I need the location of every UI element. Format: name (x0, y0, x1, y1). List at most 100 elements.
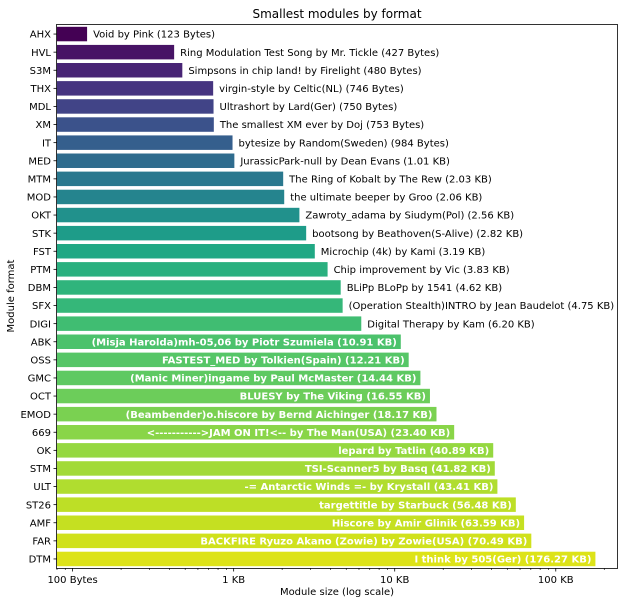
y-tick-label: ULT (33, 482, 52, 493)
data-label: Simpsons in chip land! by Firelight (480… (188, 66, 421, 77)
data-label: Void by Pink (123 Bytes) (93, 30, 215, 41)
bars-group: Void by Pink (123 Bytes) Ring Modulation … (57, 26, 615, 567)
data-label: the ultimate beeper by Groo (2.06 KB) (290, 193, 482, 204)
y-tick-label: MOD (27, 193, 51, 204)
y-tick-label: STM (30, 464, 51, 475)
bar (57, 135, 233, 150)
y-tick-label: HVL (31, 48, 51, 59)
y-tick-label: DTM (29, 555, 51, 566)
y-tick-label: OKT (31, 211, 52, 222)
data-label: <----------->JAM ON IT!<-- by The Man(US… (147, 428, 450, 439)
bar (57, 117, 214, 132)
data-label: TSI-Scanner5 by Basq (41.82 KB) (305, 464, 491, 475)
data-label: Zawroty_adama by Siudym(Pol) (2.56 KB) (305, 211, 514, 222)
data-label: FASTEST_MED by Tolkien(Spain) (12.21 KB) (162, 355, 405, 366)
y-tick-label: IT (42, 138, 52, 149)
bar (57, 334, 401, 349)
bar (57, 171, 284, 187)
y-tick-label: AMF (30, 518, 51, 529)
y-axis-label: Module format (6, 259, 17, 332)
data-label: BACKFIRE Ryuzo Akano (Zowie) by Zowie(US… (200, 536, 527, 547)
x-axis: 100 Bytes 1 KB 10 KB 100 KB (47, 568, 605, 586)
bar (57, 225, 307, 241)
data-label: Hiscore by Amir Glinik (63.59 KB) (332, 518, 520, 529)
data-label: Ultrashort by Lard(Ger) (750 Bytes) (220, 102, 398, 113)
y-tick-label: MTM (28, 174, 51, 185)
y-tick-label: S3M (30, 66, 51, 77)
bar (57, 207, 300, 223)
bar (57, 280, 341, 295)
y-tick-label: DBM (28, 283, 51, 294)
y-tick-label: FAR (32, 536, 51, 547)
bar (57, 388, 430, 404)
bar (57, 99, 214, 114)
bar (57, 26, 88, 42)
bar (57, 551, 596, 567)
y-tick-label: THX (30, 84, 52, 95)
bar (57, 153, 235, 168)
data-label: The Ring of Kobalt by The Rew (2.03 KB) (288, 174, 492, 185)
y-tick-label: DIGI (30, 319, 51, 330)
bar (57, 244, 315, 259)
bar (57, 44, 175, 60)
chart-title: Smallest modules by format (252, 7, 421, 21)
y-tick-label: XM (36, 120, 51, 131)
data-label: BLiPp BLoPp by 1541 (4.62 KB) (347, 283, 503, 294)
data-label: lepard by Tatlin (40.89 KB) (338, 446, 489, 457)
data-label: Ring Modulation Test Song by Mr. Tickle … (180, 48, 439, 59)
bar (57, 479, 498, 494)
y-tick-label: AHX (30, 30, 51, 41)
bar (57, 425, 455, 440)
y-tick-label: ST26 (26, 500, 51, 511)
y-tick-label: STK (32, 229, 51, 240)
data-label: targettitle by Starbuck (56.48 KB) (319, 500, 512, 511)
bar (57, 497, 516, 512)
data-label: (Misja Harolda)mh-05,06 by Piotr Szumiel… (92, 337, 397, 348)
data-label: Digital Therapy by Kam (6.20 KB) (367, 319, 535, 330)
data-label: Chip improvement by Vic (3.83 KB) (334, 265, 510, 276)
bar (57, 370, 421, 386)
bar (57, 189, 285, 205)
bar (57, 63, 183, 78)
data-label: (Manic Miner)ingame by Paul McMaster (14… (130, 374, 416, 385)
y-tick-label: PTM (30, 265, 51, 276)
data-label: (Operation Stealth)INTRO by Jean Baudelo… (349, 301, 615, 312)
data-label: The smallest XM ever by Doj (753 Bytes) (219, 120, 424, 131)
y-tick-label: ABK (31, 337, 52, 348)
y-tick-label: OSS (30, 355, 51, 366)
data-label: I think by 505(Ger) (176.27 KB) (414, 555, 591, 566)
data-label: (Beambender)o.hiscore by Bernd Aichinger… (126, 410, 433, 421)
x-tick-label: 100 KB (538, 575, 574, 586)
x-tick-label: 1 KB (222, 575, 245, 586)
data-label: bytesize by Random(Sweden) (984 Bytes) (239, 138, 449, 149)
bar (57, 515, 525, 530)
y-tick-label: FST (33, 247, 52, 258)
x-tick-label: 10 KB (380, 575, 409, 586)
y-tick-label: MDL (29, 102, 51, 113)
bar (57, 406, 437, 422)
y-axis: AHX HVL S3M THX MDL XM IT MED MTM MOD OKT STK FST PTM… (20, 30, 57, 566)
data-label: virgin-style by Celtic(NL) (746 Bytes) (219, 84, 404, 95)
plot-frame (56, 24, 618, 569)
y-tick-label: EMOD (20, 410, 51, 421)
data-label: JurassicPark-null by Dean Evans (1.01 KB… (239, 156, 450, 167)
bar (57, 262, 328, 277)
data-label: Microchip (4k) by Kami (3.19 KB) (321, 247, 486, 258)
y-tick-label: SFX (32, 301, 51, 312)
bar (57, 81, 214, 96)
y-tick-label: MED (28, 156, 51, 167)
y-tick-label: OCT (30, 392, 52, 403)
x-tick-label: 100 Bytes (47, 575, 97, 586)
bar (57, 316, 362, 331)
bar (57, 443, 494, 458)
data-label: BLUESY by The Viking (16.55 KB) (240, 392, 426, 403)
y-tick-label: GMC (28, 374, 51, 385)
data-label: -= Antarctic Winds =- by Krystall (43.41… (245, 482, 494, 493)
y-tick-label: OK (37, 446, 52, 457)
bar (57, 461, 495, 476)
bar (57, 533, 532, 549)
bar (57, 298, 343, 313)
y-tick-label: 669 (32, 428, 51, 439)
bar (57, 352, 409, 368)
